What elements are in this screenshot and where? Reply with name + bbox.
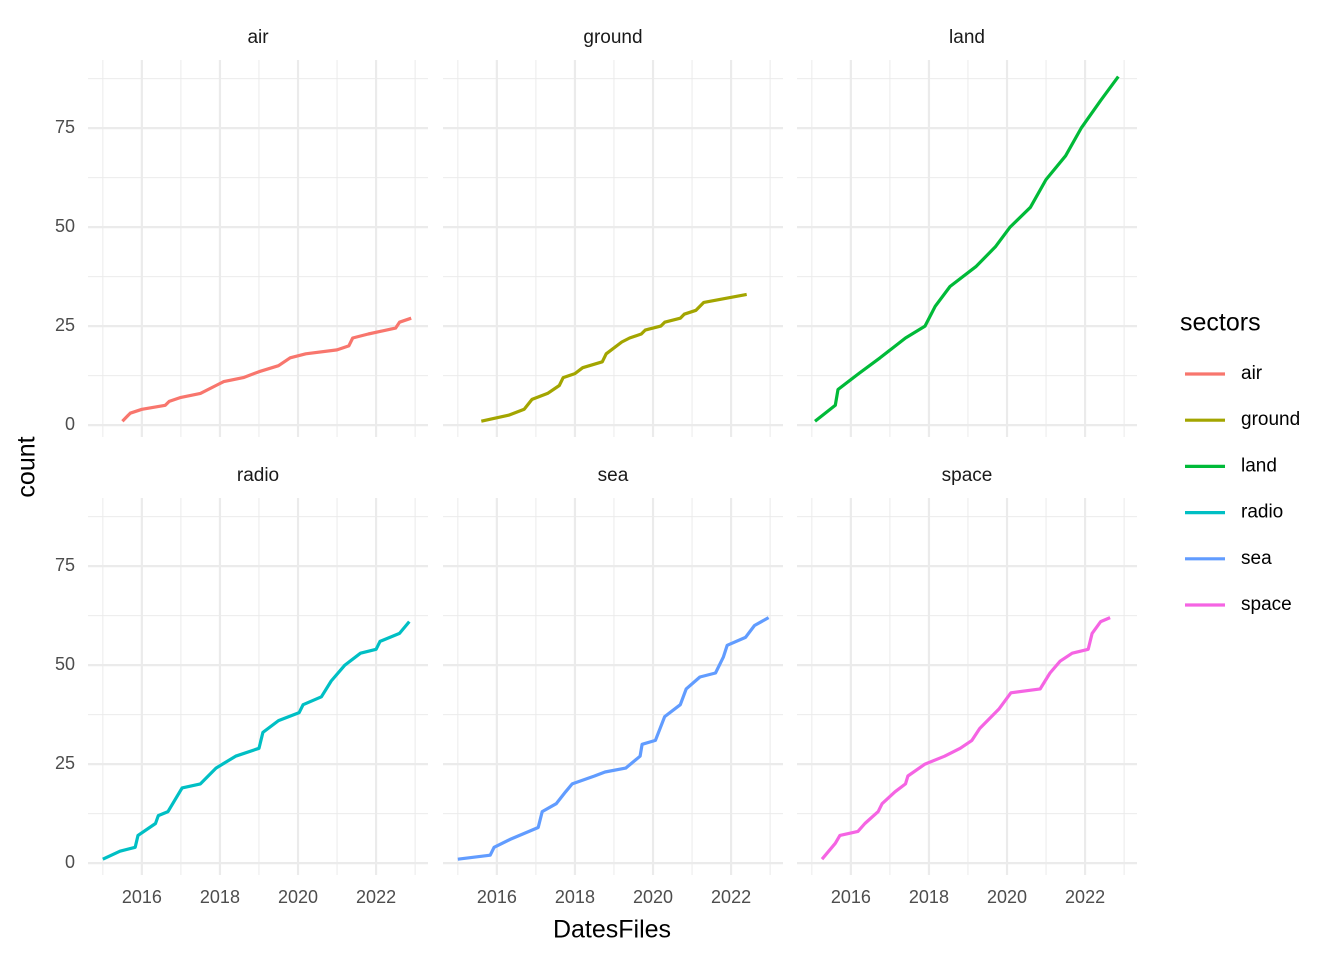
y-tick-label: 50 — [55, 216, 75, 236]
series-line — [102, 620, 411, 861]
facet-title: radio — [237, 465, 279, 486]
x-tick-label: 2020 — [987, 887, 1027, 907]
legend-label: radio — [1241, 502, 1283, 523]
y-tick-label: 0 — [65, 414, 75, 434]
y-tick-label: 50 — [55, 654, 75, 674]
facet-title: space — [942, 465, 993, 486]
facet-title: sea — [598, 465, 629, 486]
facet-title: ground — [583, 27, 642, 48]
x-tick-label: 2016 — [122, 887, 162, 907]
x-tick-label: 2020 — [633, 887, 673, 907]
x-tick-label: 2020 — [278, 887, 318, 907]
y-tick-label: 0 — [65, 852, 75, 872]
x-tick-label: 2016 — [831, 887, 871, 907]
legend-label: sea — [1241, 548, 1272, 569]
x-tick-label: 2018 — [555, 887, 595, 907]
y-tick-label: 25 — [55, 753, 75, 773]
series-line — [457, 616, 770, 861]
legend-label: space — [1241, 594, 1292, 615]
x-axis-title: DatesFiles — [553, 916, 671, 944]
series-line — [814, 75, 1120, 423]
x-tick-label: 2022 — [711, 887, 751, 907]
series-line — [121, 316, 412, 423]
y-tick-label: 25 — [55, 315, 75, 335]
legend-title: sectors — [1180, 309, 1261, 337]
series-line — [480, 292, 747, 423]
y-tick-label: 75 — [55, 117, 75, 137]
x-tick-label: 2018 — [200, 887, 240, 907]
series-line — [820, 616, 1111, 861]
y-axis-title: count — [13, 436, 41, 497]
legend-label: land — [1241, 455, 1277, 476]
facet-title: air — [247, 27, 269, 48]
y-tick-label: 75 — [55, 555, 75, 575]
x-tick-label: 2016 — [477, 887, 517, 907]
legend-label: air — [1241, 363, 1263, 384]
x-tick-label: 2022 — [1065, 887, 1105, 907]
legend-label: ground — [1241, 409, 1300, 430]
facet-title: land — [949, 27, 985, 48]
x-tick-label: 2022 — [356, 887, 396, 907]
x-tick-label: 2018 — [909, 887, 949, 907]
